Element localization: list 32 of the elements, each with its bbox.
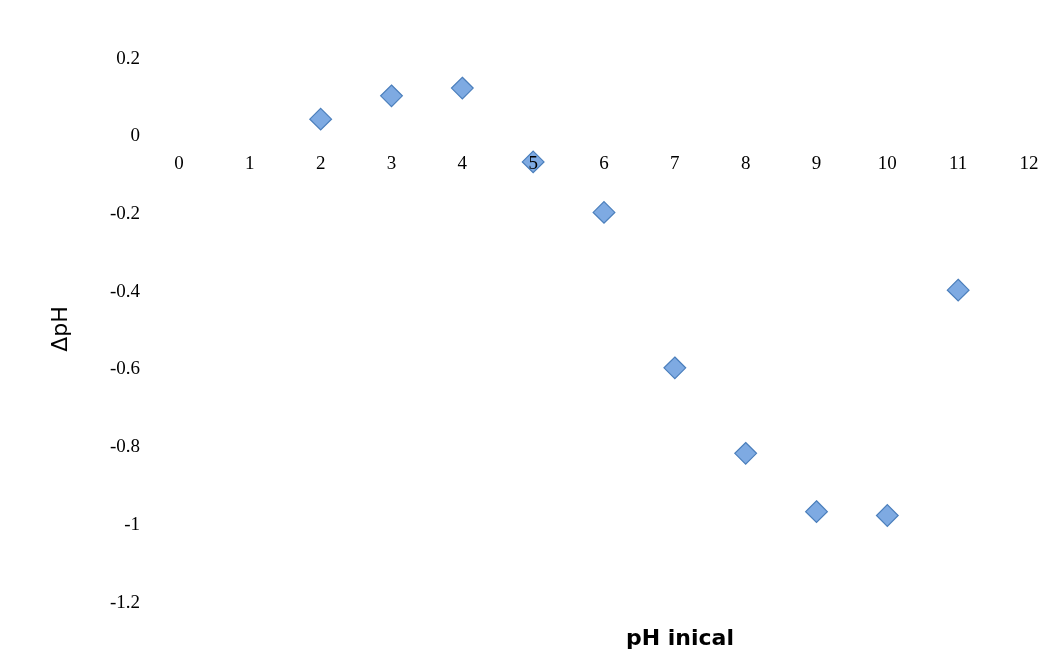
- x-axis-title: pH inical: [626, 625, 734, 650]
- y-tick-label: 0: [130, 124, 140, 146]
- point: [875, 504, 899, 527]
- x-tick-label: 12: [1019, 151, 1039, 173]
- point: [380, 84, 403, 108]
- x-tick-label: 10: [877, 151, 897, 173]
- point: [663, 356, 687, 380]
- y-tick-label: -1.2: [109, 590, 140, 612]
- y-tick-label: -0.2: [109, 201, 140, 223]
- x-tick-label: 8: [740, 151, 751, 173]
- x-tick-label: 4: [457, 151, 468, 173]
- point: [592, 200, 616, 224]
- x-tick-label: 5: [528, 151, 538, 173]
- x-tick-label: 3: [386, 151, 397, 173]
- point: [734, 441, 758, 465]
- point: [309, 107, 333, 131]
- point: [946, 278, 970, 302]
- point: [805, 500, 828, 524]
- y-tick-label: -0.4: [109, 279, 141, 301]
- y-tick-label: 0.2: [116, 46, 140, 68]
- y-tick-label: -0.6: [109, 357, 140, 379]
- y-tick-label: -0.8: [109, 435, 140, 457]
- x-tick-label: 2: [315, 151, 326, 173]
- x-tick-label: 7: [670, 151, 680, 173]
- x-tick-label: 11: [949, 151, 968, 173]
- y-tick-label: -1: [124, 512, 140, 534]
- point: [450, 76, 474, 100]
- x-tick-label: 6: [599, 151, 609, 173]
- x-tick-label: 0: [174, 151, 184, 173]
- y-axis-title: ΔpH: [47, 306, 72, 352]
- x-tick-label: 1: [245, 151, 255, 173]
- x-tick-label: 9: [811, 151, 822, 173]
